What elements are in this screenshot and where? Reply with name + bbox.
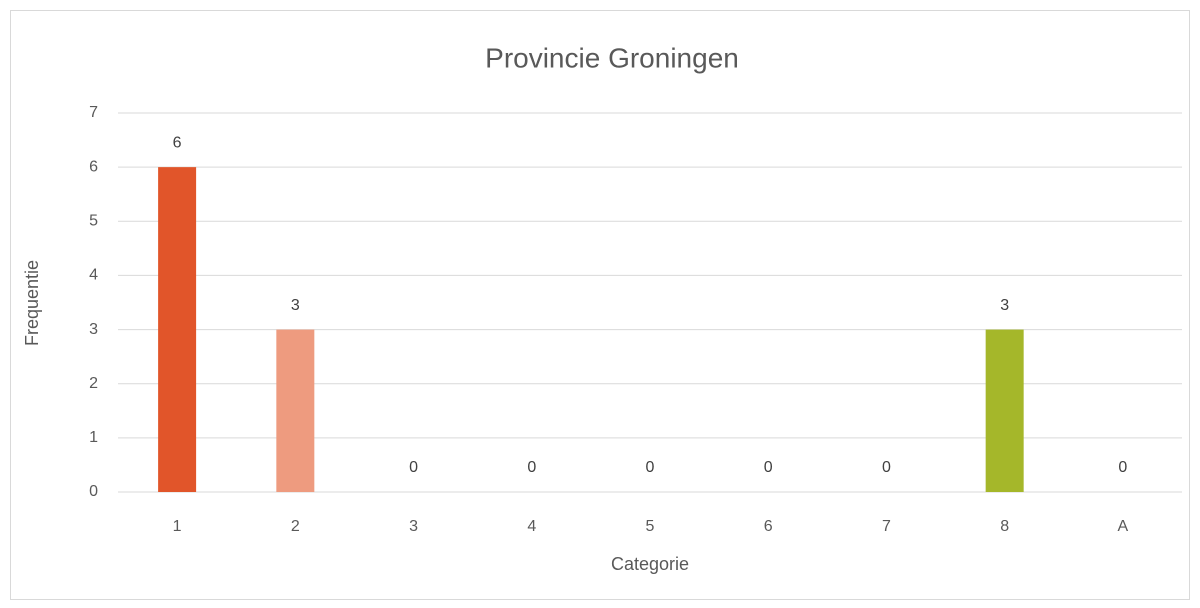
x-tick-label: 2 [291,518,300,535]
data-label: 0 [527,459,536,476]
bar [158,167,197,492]
bar [985,329,1024,492]
y-tick-label: 7 [89,104,98,121]
chart-border [10,10,1190,600]
x-tick-label: 1 [173,518,182,535]
x-tick-label: 5 [646,518,655,535]
data-label: 3 [1000,297,1009,314]
y-tick-label: 5 [89,213,98,230]
y-tick-label: 6 [89,158,98,175]
y-tick-label: 4 [89,267,98,284]
x-tick-label: 3 [409,518,418,535]
y-axis-label: Frequentie [22,260,42,346]
data-label: 6 [173,134,182,151]
data-label: 0 [764,459,773,476]
x-axis-label: Categorie [611,554,689,574]
x-tick-label: 8 [1000,518,1009,535]
data-label: 0 [646,459,655,476]
data-label: 3 [291,297,300,314]
x-tick-label: A [1118,518,1129,535]
x-tick-label: 4 [527,518,536,535]
x-tick-label: 6 [764,518,773,535]
y-tick-label: 2 [89,375,98,392]
y-tick-label: 3 [89,321,98,338]
x-tick-label: 7 [882,518,891,535]
data-label: 0 [882,459,891,476]
bar [276,329,315,492]
y-tick-label: 0 [89,483,98,500]
data-label: 0 [1118,459,1127,476]
y-tick-label: 1 [89,429,98,446]
chart-title: Provincie Groningen [485,42,739,73]
data-label: 0 [409,459,418,476]
